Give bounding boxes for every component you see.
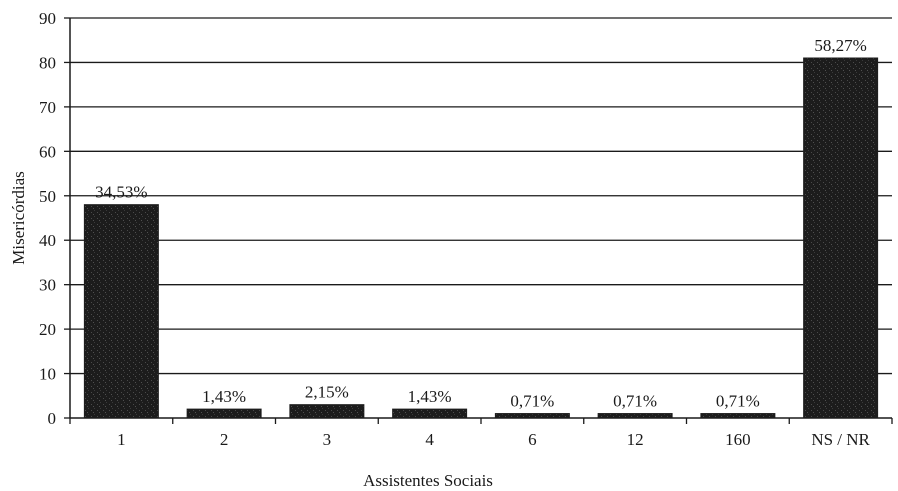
- x-tick-label: 6: [528, 430, 537, 449]
- gridlines: [64, 17, 892, 419]
- y-tick-labels: 0 10 20 30 40 50 60 70 80 90: [39, 9, 56, 428]
- bar-4: [392, 408, 468, 419]
- bar-160: [700, 413, 776, 419]
- bar-1: [83, 204, 159, 419]
- x-tick-label: 160: [725, 430, 751, 449]
- y-tick-label: 50: [39, 187, 56, 206]
- bar-6: [494, 413, 570, 419]
- data-label: 34,53%: [95, 183, 147, 202]
- y-tick-label: 20: [39, 320, 56, 339]
- data-labels: 34,53% 1,43% 2,15% 1,43% 0,71% 0,71% 0,71% 58,2…: [95, 36, 867, 411]
- data-label: 0,71%: [613, 392, 657, 411]
- y-tick-label: 0: [48, 409, 57, 428]
- x-tick-label: 12: [627, 430, 644, 449]
- x-tick-label: 4: [425, 430, 434, 449]
- bar-2: [186, 408, 262, 419]
- x-axis-title: Assistentes Sociais: [363, 471, 493, 490]
- x-tick-labels: 1 2 3 4 6 12 160 NS / NR: [69, 418, 893, 449]
- y-tick-label: 40: [39, 231, 56, 250]
- x-tick-label: 1: [117, 430, 126, 449]
- bar-ns-nr: [803, 57, 879, 419]
- y-tick-label: 70: [39, 98, 56, 117]
- data-label: 0,71%: [716, 392, 760, 411]
- y-axis-title: Misericórdias: [9, 171, 28, 264]
- data-label: 1,43%: [202, 387, 246, 406]
- data-label: 1,43%: [408, 387, 452, 406]
- bars: [83, 57, 879, 419]
- y-tick-label: 60: [39, 142, 56, 161]
- x-tick-label: NS / NR: [811, 430, 870, 449]
- data-label: 0,71%: [510, 392, 554, 411]
- y-tick-label: 90: [39, 9, 56, 28]
- axes: [69, 18, 892, 419]
- data-label: 58,27%: [814, 36, 866, 55]
- y-tick-label: 10: [39, 365, 56, 384]
- data-label: 2,15%: [305, 383, 349, 402]
- y-tick-label: 30: [39, 276, 56, 295]
- bar-12: [597, 413, 673, 419]
- x-tick-label: 3: [323, 430, 332, 449]
- y-tick-label: 80: [39, 53, 56, 72]
- bar-3: [289, 404, 365, 419]
- x-tick-label: 2: [220, 430, 229, 449]
